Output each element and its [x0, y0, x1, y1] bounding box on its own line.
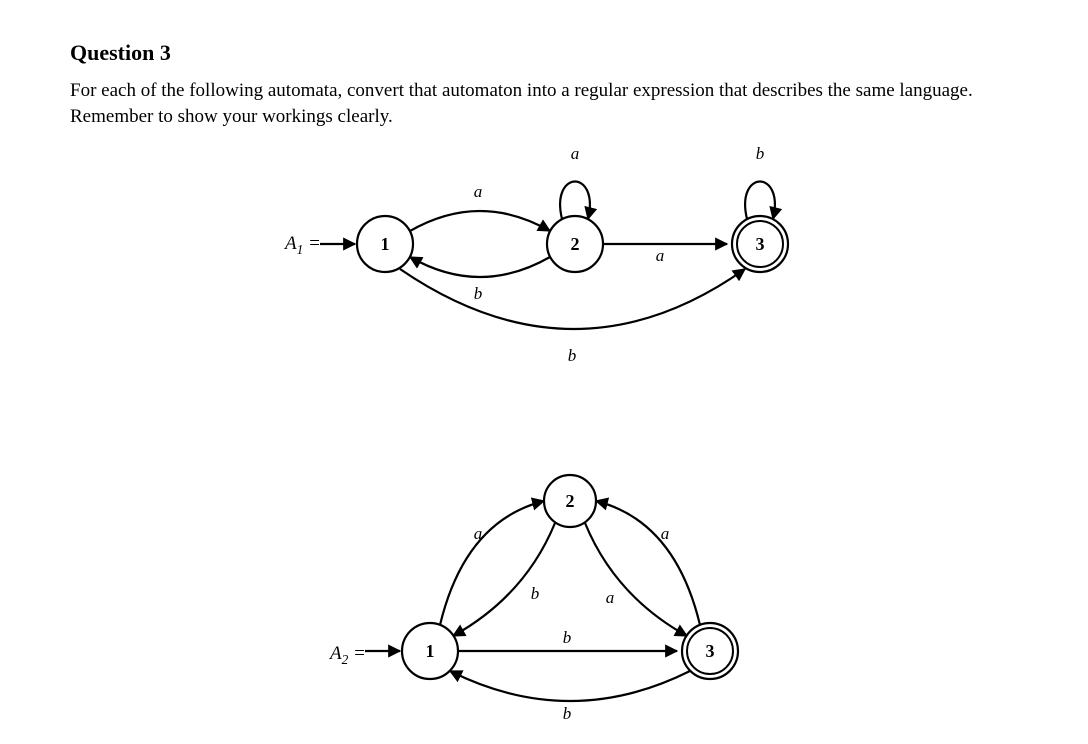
edge-label-2-3: a: [656, 246, 665, 265]
diagram-area: A1 =abaabb123A2 =abaabb123: [70, 129, 970, 689]
edge-2-1: [453, 523, 555, 636]
edge-label-1-3: b: [563, 628, 572, 647]
edge-label-3-2: a: [661, 524, 670, 543]
edge-1-3: [400, 269, 745, 329]
question-title: Question 3: [70, 40, 1018, 66]
automaton-svg-A1: a b a a b b 1 2 3: [300, 129, 1000, 369]
state-label-1: 1: [426, 641, 435, 661]
state-label-2: 2: [566, 491, 575, 511]
edge-label-1-2: a: [474, 524, 483, 543]
edge-label-1-3: b: [568, 346, 577, 365]
edge-label-2-1: b: [531, 584, 540, 603]
edge-2-1: [410, 257, 550, 277]
edge-1-2: [410, 211, 550, 231]
edge-3-3: [745, 182, 775, 220]
state-label-3: 3: [756, 234, 765, 254]
edge-1-2: [440, 501, 544, 625]
automaton-svg-A2: a b a a b b 1 2 3: [345, 441, 845, 721]
edge-3-1: [450, 671, 690, 701]
state-label-3: 3: [706, 641, 715, 661]
edge-label-2-3: a: [606, 588, 615, 607]
edge-label-1-2: a: [474, 182, 483, 201]
edge-2-2: [560, 182, 590, 220]
question-prompt: For each of the following automata, conv…: [70, 78, 990, 129]
edge-2-3: [585, 523, 687, 636]
state-label-1: 1: [381, 234, 390, 254]
edge-label-3-1: b: [563, 704, 572, 723]
edge-label-2-1: b: [474, 284, 483, 303]
state-label-2: 2: [571, 234, 580, 254]
edge-label-2-2: a: [571, 144, 580, 163]
edge-label-3-3: b: [756, 144, 765, 163]
